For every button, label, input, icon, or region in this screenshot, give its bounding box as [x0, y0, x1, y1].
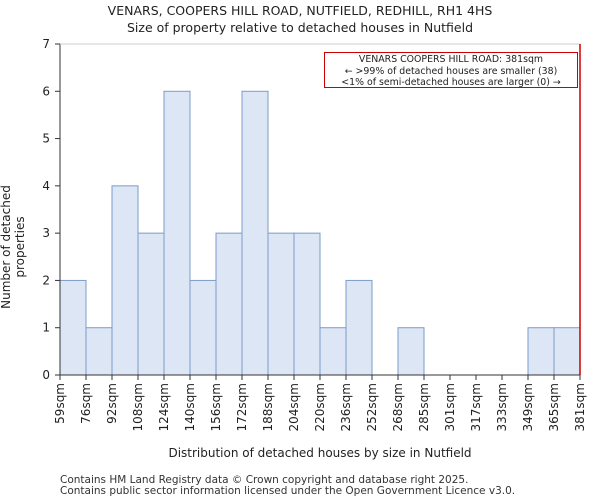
x-tick-label-156sqm: 156sqm	[209, 383, 223, 431]
bar-204sqm	[293, 232, 321, 376]
y-tick-label-5: 5	[42, 132, 50, 146]
x-tick-label-124sqm: 124sqm	[157, 383, 171, 431]
bar-236sqm	[345, 279, 373, 376]
annotation-line-3: <1% of semi-detached houses are larger (…	[341, 77, 561, 88]
annotation-box: VENARS COOPERS HILL ROAD: 381sqm ← >99% …	[324, 52, 578, 88]
x-tick-label-252sqm: 252sqm	[365, 383, 379, 431]
y-tick-label-0: 0	[42, 368, 50, 382]
x-tick-label-236sqm: 236sqm	[339, 383, 353, 431]
bar-76sqm	[85, 327, 113, 376]
footer-line-1: Contains HM Land Registry data © Crown c…	[60, 474, 469, 486]
y-tick-label-7: 7	[42, 37, 50, 51]
y-tick-label-2: 2	[42, 273, 50, 287]
x-tick-label-108sqm: 108sqm	[131, 383, 145, 431]
bars-group	[59, 90, 581, 376]
y-tick-label-1: 1	[42, 321, 50, 335]
bar-349sqm	[527, 327, 555, 376]
x-tick-label-317sqm: 317sqm	[469, 383, 483, 431]
bar-108sqm	[137, 232, 165, 376]
bar-172sqm	[241, 90, 269, 376]
bar-268sqm	[397, 327, 425, 376]
x-tick-label-365sqm: 365sqm	[547, 383, 561, 431]
annotation-line-1: VENARS COOPERS HILL ROAD: 381sqm	[358, 54, 544, 65]
x-tick-label-333sqm: 333sqm	[495, 383, 509, 431]
x-tick-label-140sqm: 140sqm	[183, 383, 197, 431]
x-tick-label-301sqm: 301sqm	[443, 383, 457, 431]
annotation-line-2: ← >99% of detached houses are smaller (3…	[344, 65, 558, 77]
ticks-group: 0 1 2 3 4 5 6 7 59sqm 76sqm 92sqm 108sqm 124sqm 140sq…	[42, 37, 587, 431]
bar-188sqm	[267, 232, 295, 376]
x-tick-label-188sqm: 188sqm	[261, 383, 275, 431]
chart-subtitle: Size of property relative to detached ho…	[126, 20, 474, 35]
x-tick-label-59sqm: 59sqm	[53, 383, 67, 424]
bar-365sqm	[553, 327, 581, 376]
x-tick-label-285sqm: 285sqm	[417, 383, 431, 431]
bar-156sqm	[215, 232, 243, 376]
footer-line-2: Contains public sector information licen…	[60, 485, 516, 497]
y-axis-label: Number of detached properties	[0, 185, 27, 309]
chart-title: VENARS, COOPERS HILL ROAD, NUTFIELD, RED…	[107, 3, 493, 18]
x-tick-label-204sqm: 204sqm	[287, 383, 301, 431]
bar-92sqm	[111, 185, 139, 376]
y-tick-label-3: 3	[42, 226, 50, 240]
x-tick-label-92sqm: 92sqm	[105, 383, 119, 424]
bar-140sqm	[189, 279, 217, 376]
bar-220sqm	[319, 327, 347, 376]
x-tick-label-349sqm: 349sqm	[521, 383, 535, 431]
x-tick-label-220sqm: 220sqm	[313, 383, 327, 431]
y-tick-label-4: 4	[42, 179, 50, 193]
y-tick-label-6: 6	[42, 84, 50, 98]
x-tick-label-172sqm: 172sqm	[235, 383, 249, 431]
x-tick-label-381sqm: 381sqm	[573, 383, 587, 431]
x-tick-label-76sqm: 76sqm	[79, 383, 93, 424]
x-axis-label: Distribution of detached houses by size …	[168, 446, 472, 460]
bar-124sqm	[163, 90, 191, 376]
bar-59sqm	[59, 279, 87, 376]
x-tick-label-268sqm: 268sqm	[391, 383, 405, 431]
